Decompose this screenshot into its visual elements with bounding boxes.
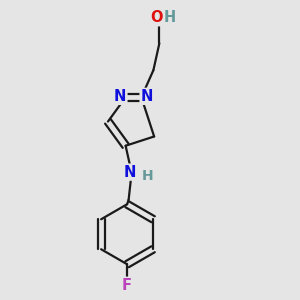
Text: H: H <box>164 10 176 25</box>
Text: N: N <box>114 89 126 104</box>
Text: N: N <box>124 165 136 180</box>
Text: N: N <box>141 89 153 104</box>
Text: F: F <box>122 278 132 293</box>
Text: O: O <box>150 10 163 25</box>
Text: H: H <box>141 169 153 183</box>
